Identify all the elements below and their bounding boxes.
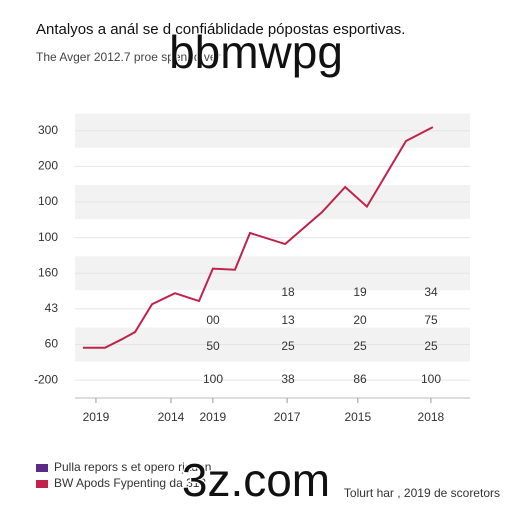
table-cell: 25 xyxy=(281,339,295,353)
legend-label: Pulla repors s et opero rjaden xyxy=(54,460,211,474)
table-cell: 20 xyxy=(353,313,367,327)
x-tick-label: 2019 xyxy=(200,410,227,424)
table-cell: 38 xyxy=(281,372,295,386)
y-tick-label: 200 xyxy=(38,159,58,173)
line xyxy=(82,126,434,349)
table-cell: 100 xyxy=(421,372,441,386)
table-cell: 19 xyxy=(353,285,367,299)
legend-label: BW Apods Fypenting da 312 xyxy=(54,476,206,490)
y-tick-label: 43 xyxy=(45,301,59,315)
x-tick-label: 2019 xyxy=(83,410,110,424)
table-cell: 86 xyxy=(353,372,367,386)
y-tick-label: 60 xyxy=(45,337,59,351)
table-cell: 25 xyxy=(424,339,438,353)
table-cell: 25 xyxy=(353,339,367,353)
chart-subtitle: The Avger 2012.7 proe spent d ver xyxy=(36,50,221,64)
table-cell: 50 xyxy=(206,339,220,353)
legend-swatch xyxy=(36,480,48,488)
x-tick-label: 2015 xyxy=(344,410,371,424)
y-tick-label: 160 xyxy=(38,265,58,279)
watermark: 3z.com xyxy=(182,454,330,506)
y-tick-label: 100 xyxy=(38,230,58,244)
watermark: bbmwpg xyxy=(169,26,343,78)
table-cell: 00 xyxy=(206,313,220,327)
chart-title: Antalyos a anál se d confiáblidade pópos… xyxy=(36,21,405,38)
table-cell: 75 xyxy=(424,313,438,327)
table-cell: 13 xyxy=(281,313,295,327)
x-tick-label: 2017 xyxy=(274,410,301,424)
table-cell: 100 xyxy=(203,372,223,386)
legend-swatch xyxy=(36,464,48,472)
y-tick-label: 100 xyxy=(38,194,58,208)
x-tick-label: 2018 xyxy=(418,410,445,424)
table-cell: 18 xyxy=(281,285,295,299)
y-tick-label: 300 xyxy=(38,123,58,137)
x-tick-label: 2014 xyxy=(158,410,185,424)
footer: Tolurt har , 2019 de scoretors xyxy=(344,486,500,500)
y-tick-label: -200 xyxy=(34,372,58,386)
table-cell: 34 xyxy=(424,285,438,299)
